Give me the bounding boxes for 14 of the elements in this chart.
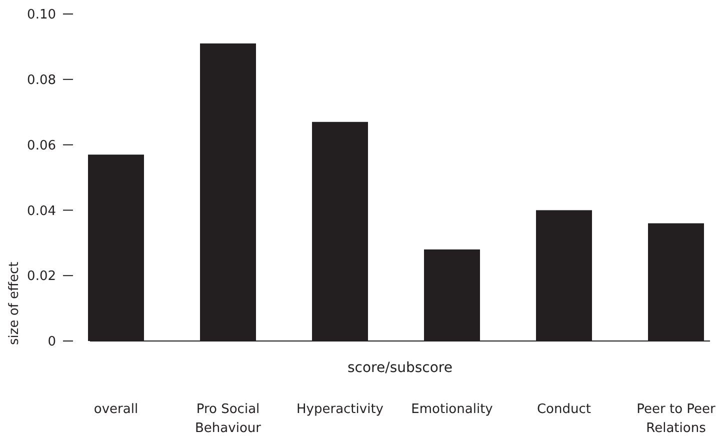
x-tick-label: Emotionality bbox=[411, 402, 494, 417]
y-axis-title: size of effect bbox=[7, 262, 22, 345]
x-tick-label: overall bbox=[94, 402, 138, 417]
y-tick-label: 0.10 bbox=[27, 8, 56, 23]
y-tick-label: 0 bbox=[48, 334, 56, 350]
y-tick-label: 0.06 bbox=[27, 138, 56, 154]
y-tick-label: 0.08 bbox=[27, 72, 56, 88]
x-axis-title: score/subscore bbox=[347, 360, 453, 376]
x-tick-label: Pro Social Behaviour bbox=[195, 402, 262, 436]
y-tick-label: 0.04 bbox=[27, 204, 56, 219]
x-tick-label: Hyperactivity bbox=[296, 402, 384, 417]
y-tick-label: 0.02 bbox=[27, 269, 56, 284]
x-tick-label: Conduct bbox=[536, 402, 592, 417]
x-tick-label: Peer to Peer Relations bbox=[636, 402, 716, 436]
